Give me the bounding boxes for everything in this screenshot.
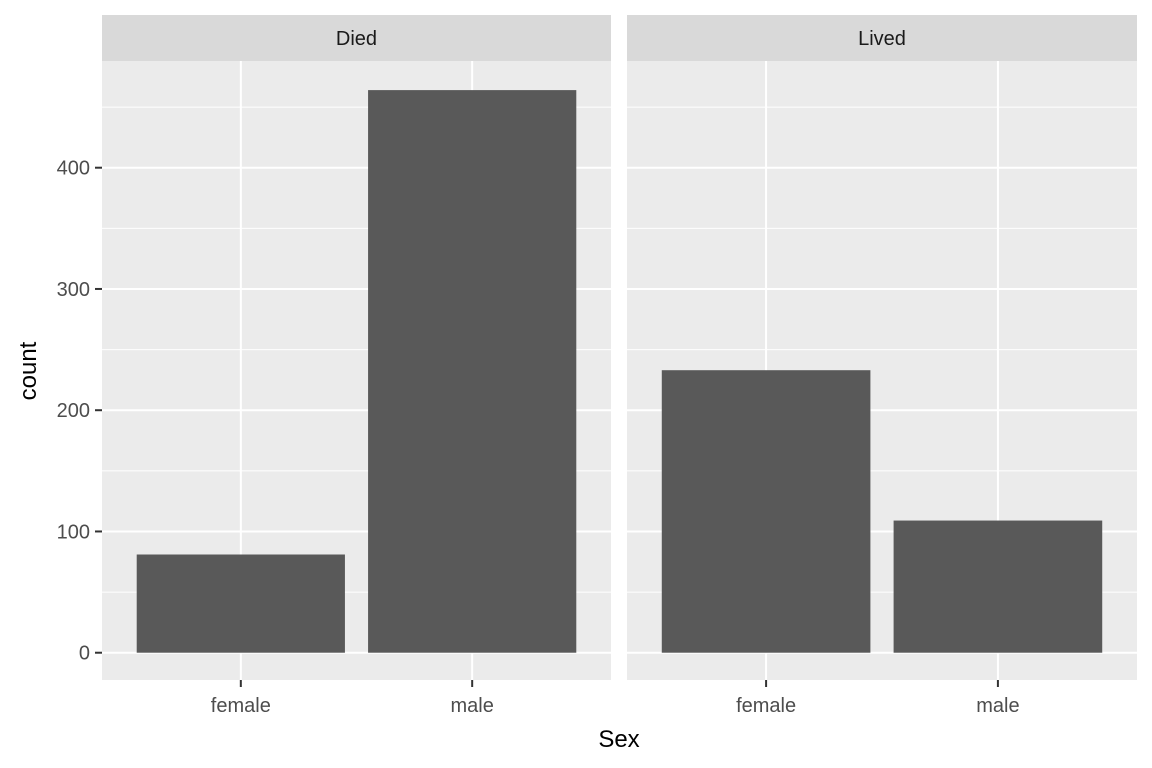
y-axis: 0 100 200 300 400 [57,158,102,665]
x-tick-label: female [736,695,796,717]
y-tick-label: 0 [79,643,90,665]
x-tick-label: male [976,695,1019,717]
x-axis-title: Sex [598,726,639,753]
facet-strip-label: Lived [858,28,906,50]
facet-strip [102,15,611,61]
y-tick-label: 300 [57,279,90,301]
y-tick-label: 200 [57,400,90,422]
facet-panel-lived: Lived female male [627,15,1137,717]
facets-layer: Died female male Lived female male [102,15,1137,717]
bar-lived-female [661,370,871,653]
bar-died-female [136,554,345,653]
x-tick-label: female [211,695,271,717]
y-tick-label: 100 [57,521,90,543]
bar-lived-male [893,520,1103,653]
y-axis-title: count [15,341,42,400]
y-tick-label: 400 [57,158,90,180]
facet-strip-label: Died [336,28,377,50]
bar-died-male [368,90,577,653]
facet-panel-died: Died female male [102,15,611,717]
x-tick-label: male [451,695,494,717]
facet-strip [627,15,1137,61]
